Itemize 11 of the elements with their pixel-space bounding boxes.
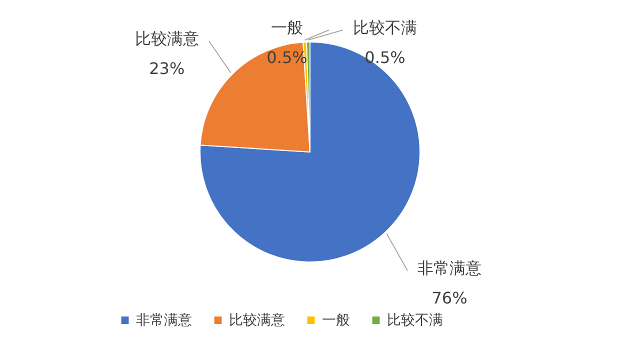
- data-label: 23%: [149, 58, 185, 78]
- legend-label: 比较不满: [387, 312, 443, 328]
- slice-label: 比较不满: [353, 18, 417, 37]
- legend-label: 非常满意: [136, 312, 192, 328]
- slice-label: 比较满意: [134, 28, 199, 48]
- data-label: 76%: [432, 288, 468, 308]
- slice-label: 非常满意: [418, 258, 482, 278]
- legend-label: 一般: [322, 312, 350, 328]
- data-label: 0.5%: [364, 48, 406, 67]
- slice-label: 一般: [271, 18, 303, 37]
- legend-label: 比较满意: [229, 312, 285, 328]
